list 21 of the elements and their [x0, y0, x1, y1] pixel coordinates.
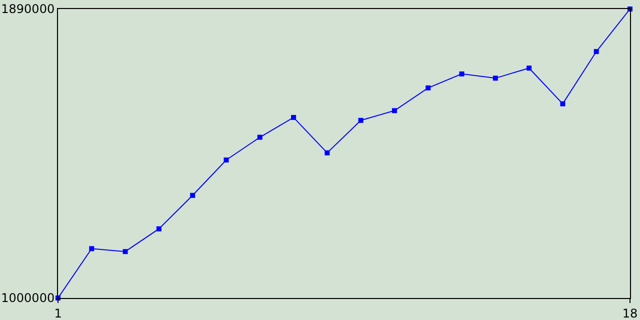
- x-tick-label: 1: [54, 306, 62, 320]
- point: [224, 157, 229, 162]
- point: [560, 101, 566, 106]
- y-tick-label: 1000000: [1, 291, 55, 306]
- point: [526, 66, 532, 71]
- point: [392, 108, 397, 114]
- point: [156, 226, 162, 232]
- y-tick-label: 1890000: [1, 2, 55, 16]
- point: [190, 192, 196, 198]
- point: [358, 118, 364, 123]
- point: [426, 85, 431, 90]
- x-tick-label: 18: [622, 306, 638, 320]
- point: [291, 114, 296, 120]
- point: [324, 150, 330, 156]
- point: [257, 134, 262, 140]
- point: [89, 246, 94, 252]
- point: [492, 76, 498, 81]
- line-series: [56, 6, 632, 300]
- point: [459, 71, 464, 76]
- point: [594, 49, 599, 54]
- point: [122, 249, 128, 254]
